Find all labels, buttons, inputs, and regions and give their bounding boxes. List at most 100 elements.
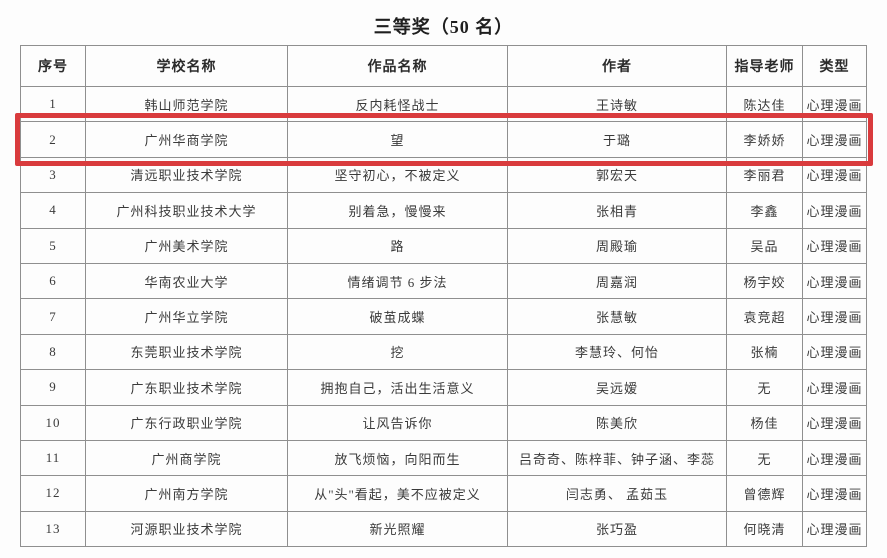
cell-school: 广州科技职业技术大学 (85, 192, 288, 229)
column-header: 学校名称 (85, 45, 288, 87)
cell-work: 反内耗怪战士 (287, 85, 508, 123)
cell-seq: 11 (20, 439, 86, 477)
cell-advisor: 无 (726, 439, 803, 477)
cell-authors: 于璐 (507, 121, 727, 158)
cell-work: 挖 (287, 333, 508, 371)
cell-seq: 1 (20, 85, 86, 123)
cell-work: 坚守初心，不被定义 (287, 156, 508, 194)
cell-school: 华南农业大学 (85, 262, 288, 300)
cell-type: 心理漫画 (802, 192, 867, 229)
cell-type: 心理漫画 (802, 298, 867, 335)
table-row: 4 广州科技职业技术大学 别着急，慢慢来 张相青 李鑫 心理漫画 (20, 192, 867, 229)
cell-type: 心理漫画 (802, 510, 867, 548)
cell-authors: 闫志勇、 孟茹玉 (507, 475, 727, 512)
cell-authors: 王诗敏 (507, 85, 727, 123)
cell-school: 广州南方学院 (85, 475, 288, 512)
cell-authors: 张相青 (507, 192, 727, 229)
cell-advisor: 李丽君 (726, 156, 803, 194)
cell-type: 心理漫画 (802, 369, 867, 406)
cell-type: 心理漫画 (802, 333, 867, 371)
cell-type: 心理漫画 (802, 227, 867, 264)
cell-advisor: 杨佳 (726, 404, 803, 441)
table-row: 11 广州商学院 放飞烦恼，向阳而生 吕奇奇、陈梓菲、钟子涵、李蕊无心理漫画 (20, 439, 867, 477)
cell-seq: 10 (20, 404, 86, 441)
table-row: 9 广东职业技术学院 拥抱自己，活出生活意义 吴远嫒无心理漫画 (20, 369, 867, 406)
cell-work: 让风告诉你 (287, 404, 508, 441)
cell-authors: 吕奇奇、陈梓菲、钟子涵、李蕊 (507, 439, 727, 477)
table-row: 5 广州美术学院路周殿瑜 吴品 心理漫画 (20, 227, 867, 264)
cell-work: 路 (287, 227, 508, 264)
cell-seq: 8 (20, 333, 86, 371)
cell-work: 新光照耀 (287, 510, 508, 548)
column-header: 指导老师 (726, 45, 803, 87)
cell-work: 拥抱自己，活出生活意义 (287, 369, 508, 406)
cell-seq: 5 (20, 227, 86, 264)
cell-seq: 12 (20, 475, 86, 512)
cell-type: 心理漫画 (802, 121, 867, 158)
cell-advisor: 袁竞超 (726, 298, 803, 335)
cell-type: 心理漫画 (802, 262, 867, 300)
cell-school: 韩山师范学院 (85, 85, 288, 123)
table-row-highlighted: 2 广州华商学院望于璐 李娇娇 心理漫画 (20, 121, 867, 158)
table-row: 10 广东行政职业学院 让风告诉你 陈美欣 杨佳 心理漫画 (20, 404, 867, 441)
award-table: 序号 学校名称 作品名称 作者 指导老师 类型 1 韩山师范学院 反内耗怪战士 王诗敏 陈达佳 心理… (20, 45, 867, 548)
cell-advisor: 杨宇姣 (726, 262, 803, 300)
column-header: 作者 (507, 45, 727, 87)
cell-type: 心理漫画 (802, 85, 867, 123)
column-header: 类型 (802, 45, 867, 87)
cell-type: 心理漫画 (802, 439, 867, 477)
cell-school: 清远职业技术学院 (85, 156, 288, 194)
cell-advisor: 李鑫 (726, 192, 803, 229)
cell-seq: 4 (20, 192, 86, 229)
cell-advisor: 曾德辉 (726, 475, 803, 512)
cell-work: 放飞烦恼，向阳而生 (287, 439, 508, 477)
table-row: 13 河源职业技术学院 新光照耀 张巧盈 何晓清 心理漫画 (20, 510, 867, 548)
cell-authors: 张慧敏 (507, 298, 727, 335)
cell-seq: 6 (20, 262, 86, 300)
cell-work: 别着急，慢慢来 (287, 192, 508, 229)
table-row: 7 广州华立学院 破茧成蝶 张慧敏 袁竞超 心理漫画 (20, 298, 867, 335)
cell-seq: 7 (20, 298, 86, 335)
cell-school: 广州商学院 (85, 439, 288, 477)
cell-advisor: 吴品 (726, 227, 803, 264)
cell-school: 广州华商学院 (85, 121, 288, 158)
cell-type: 心理漫画 (802, 475, 867, 512)
column-header: 作品名称 (287, 45, 508, 87)
cell-advisor: 无 (726, 369, 803, 406)
table-row: 3 清远职业技术学院 坚守初心，不被定义 郭宏天 李丽君 心理漫画 (20, 156, 867, 194)
cell-school: 广东行政职业学院 (85, 404, 288, 441)
cell-school: 东莞职业技术学院 (85, 333, 288, 371)
cell-school: 河源职业技术学院 (85, 510, 288, 548)
cell-seq: 3 (20, 156, 86, 194)
cell-authors: 郭宏天 (507, 156, 727, 194)
table-row: 6 华南农业大学 情绪调节 6 步法 周嘉润 杨宇姣 心理漫画 (20, 262, 867, 300)
cell-school: 广东职业技术学院 (85, 369, 288, 406)
table-row: 1 韩山师范学院 反内耗怪战士 王诗敏 陈达佳 心理漫画 (20, 85, 867, 123)
cell-authors: 吴远嫒 (507, 369, 727, 406)
cell-seq: 2 (20, 121, 86, 158)
cell-school: 广州美术学院 (85, 227, 288, 264)
cell-seq: 9 (20, 369, 86, 406)
cell-type: 心理漫画 (802, 404, 867, 441)
cell-advisor: 何晓清 (726, 510, 803, 548)
column-header: 序号 (20, 45, 86, 87)
header-row: 序号 学校名称 作品名称 作者 指导老师 类型 (20, 45, 867, 87)
cell-school: 广州华立学院 (85, 298, 288, 335)
cell-advisor: 陈达佳 (726, 85, 803, 123)
cell-work: 情绪调节 6 步法 (287, 262, 508, 300)
cell-type: 心理漫画 (802, 156, 867, 194)
cell-seq: 13 (20, 510, 86, 548)
cell-work: 望 (287, 121, 508, 158)
cell-advisor: 李娇娇 (726, 121, 803, 158)
table-body: 1 韩山师范学院 反内耗怪战士 王诗敏 陈达佳 心理漫画 2 广州华商学院望于璐 李娇娇 心理漫画… (20, 85, 867, 548)
cell-work: 破茧成蝶 (287, 298, 508, 335)
cell-authors: 周殿瑜 (507, 227, 727, 264)
table-row: 12 广州南方学院 从"头"看起，美不应被定义 闫志勇、 孟茹玉 曾德辉 心理漫画 (20, 475, 867, 512)
cell-authors: 李慧玲、何怡 (507, 333, 727, 371)
cell-authors: 陈美欣 (507, 404, 727, 441)
cell-advisor: 张楠 (726, 333, 803, 371)
table-row: 8 东莞职业技术学院挖李慧玲、何怡 张楠 心理漫画 (20, 333, 867, 371)
page-title: 三等奖（50 名） (373, 17, 514, 37)
cell-authors: 周嘉润 (507, 262, 727, 300)
